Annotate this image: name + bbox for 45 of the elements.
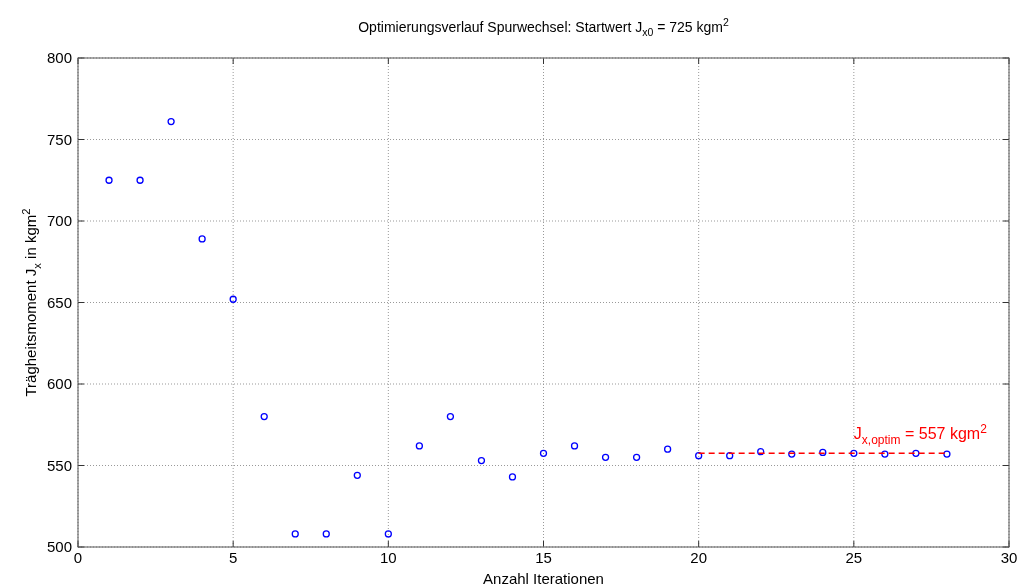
point (788, 450, 796, 458)
point (539, 449, 548, 457)
point (229, 295, 237, 303)
y-tick-label: 700 (46, 212, 72, 230)
point (601, 453, 610, 461)
point (663, 445, 672, 453)
point (477, 456, 486, 465)
point (943, 450, 951, 458)
annotation: J$_{x,optim}$ = 557 kgm$^{2}$ (853, 421, 988, 448)
chart-title: Optimierungsverlauf Spurwechsel: Startwert J$_{x0}$ = 725 kgm$^{2}$ (358, 16, 729, 39)
y-tick-label: 650 (46, 293, 72, 311)
point (632, 453, 641, 461)
point (322, 530, 330, 538)
point (881, 450, 889, 458)
point (136, 176, 144, 184)
point (508, 473, 517, 481)
y-tick-label: 500 (46, 538, 72, 556)
point (570, 442, 579, 450)
x-tick-label: 0 (73, 549, 83, 566)
x-tick-label: 15 (535, 549, 552, 566)
x-tick-label: 25 (845, 549, 863, 566)
point (912, 449, 920, 457)
point (291, 530, 299, 538)
point (757, 448, 765, 456)
point (850, 449, 858, 457)
x-axis-title: Anzahl Iterationen (483, 570, 604, 587)
x-tick-label: 10 (379, 549, 397, 566)
y-tick-label: 750 (46, 130, 72, 148)
y-tick-label: 600 (46, 375, 72, 393)
point (446, 412, 455, 421)
point (105, 176, 113, 184)
point (384, 530, 392, 538)
point (353, 471, 361, 479)
point (695, 452, 703, 460)
y-tick-label: 550 (46, 456, 72, 474)
point (198, 235, 206, 243)
point (167, 117, 175, 126)
point (260, 412, 268, 421)
y-tick-label: 800 (46, 49, 72, 67)
point (415, 442, 424, 450)
x-tick-label: 5 (228, 549, 238, 566)
x-tick-label: 20 (690, 549, 708, 566)
x-tick-label: 30 (1000, 549, 1018, 566)
point (726, 452, 734, 460)
point (819, 448, 827, 457)
